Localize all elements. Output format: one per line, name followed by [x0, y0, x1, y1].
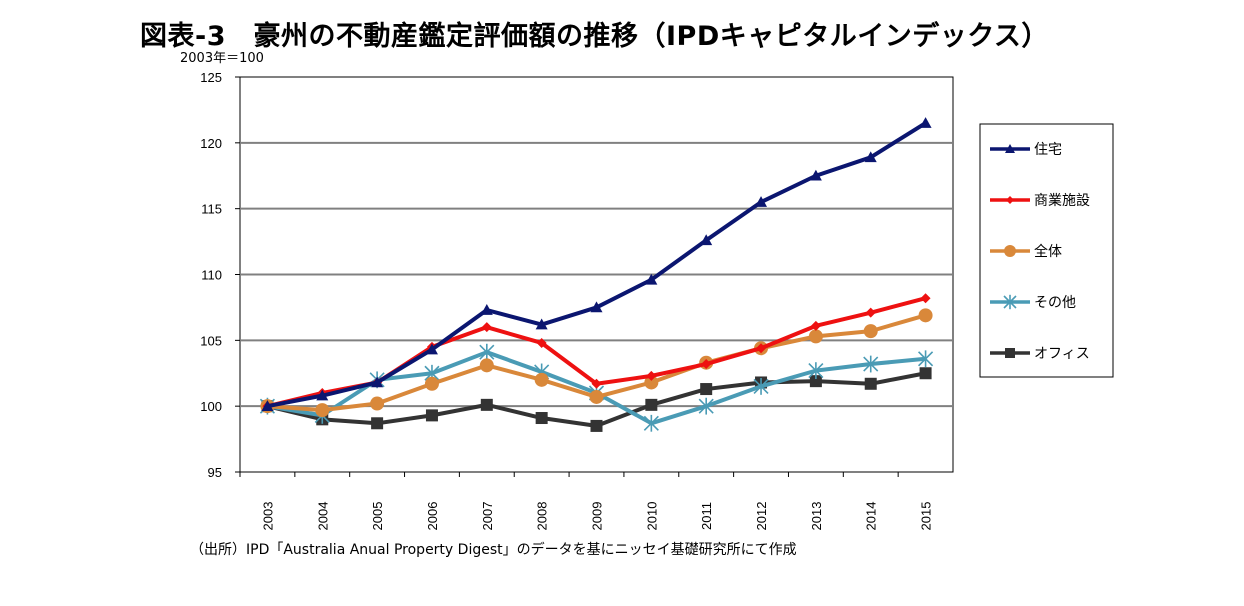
y-tick-label: 120 [200, 136, 222, 151]
star-marker [808, 362, 824, 380]
star-marker [863, 355, 879, 373]
square-marker [425, 409, 438, 422]
circle-marker [808, 329, 823, 344]
legend-label: 商業施設 [1034, 193, 1090, 209]
y-tick-label: 95 [208, 465, 222, 480]
diamond-marker [865, 307, 876, 318]
x-tick-label: 2003 [260, 502, 275, 531]
x-tick-label: 2011 [699, 502, 714, 530]
diamond-marker [1006, 196, 1014, 204]
triangle-marker [809, 169, 822, 181]
x-tick-label: 2009 [590, 502, 605, 531]
star-marker [1003, 294, 1017, 310]
x-tick-label: 2010 [644, 502, 659, 531]
y-tick-label: 125 [200, 70, 222, 85]
triangle-marker [371, 376, 384, 388]
legend-label: オフィス [1034, 346, 1090, 362]
circle-marker [918, 308, 933, 323]
circle-marker [863, 324, 878, 339]
triangle-marker [590, 301, 603, 313]
diamond-marker [810, 320, 821, 331]
diamond-marker [920, 293, 931, 304]
x-tick-label: 2006 [425, 502, 440, 531]
diamond-marker [701, 359, 712, 370]
y-tick-label: 115 [201, 202, 222, 217]
triangle-marker [645, 273, 658, 285]
legend-label: 住宅 [1034, 142, 1062, 158]
square-marker [645, 398, 658, 411]
star-marker [479, 343, 495, 361]
circle-marker [315, 403, 330, 418]
legend-label: 全体 [1034, 243, 1062, 260]
square-marker [1005, 348, 1015, 358]
diamond-marker [536, 337, 547, 348]
triangle-marker [919, 117, 932, 128]
circle-marker [424, 376, 439, 391]
circle-marker [479, 358, 494, 373]
star-marker [918, 350, 934, 368]
x-tick-label: 2014 [864, 502, 879, 531]
x-tick-label: 2008 [535, 502, 550, 531]
y-unit-label: 2003年＝100 [180, 51, 264, 66]
square-marker [480, 398, 493, 411]
square-marker [864, 377, 877, 390]
square-marker [371, 417, 384, 430]
square-marker [700, 383, 713, 396]
triangle-marker [755, 196, 768, 207]
circle-marker [534, 372, 549, 387]
x-tick-label: 2004 [315, 502, 330, 531]
triangle-marker [480, 304, 493, 315]
legend-label: その他 [1034, 295, 1076, 311]
diamond-marker [481, 322, 492, 333]
star-marker [698, 397, 714, 415]
star-marker [643, 414, 659, 432]
triangle-marker [261, 400, 274, 411]
x-tick-label: 2013 [809, 502, 824, 531]
triangle-marker [425, 343, 438, 355]
y-tick-label: 105 [200, 333, 222, 348]
square-marker [919, 367, 932, 380]
diamond-marker [591, 378, 602, 389]
x-tick-label: 2005 [370, 502, 385, 531]
chart-title: 図表-3 豪州の不動産鑑定評価額の推移（IPDキャピタルインデックス） [140, 21, 1049, 52]
triangle-marker [700, 234, 713, 246]
diamond-marker [756, 343, 767, 354]
circle-marker [589, 389, 604, 404]
diamond-marker [646, 370, 657, 381]
triangle-marker [535, 318, 548, 330]
x-tick-label: 2007 [480, 502, 495, 531]
source-note: （出所）IPD「Australia Anual Property Digest」… [190, 542, 797, 558]
triangle-marker [316, 389, 329, 401]
circle-marker [644, 375, 659, 390]
square-marker [535, 412, 548, 425]
triangle-marker [864, 151, 877, 163]
x-tick-label: 2015 [919, 502, 934, 531]
square-marker [809, 375, 822, 388]
circle-marker [370, 396, 385, 411]
y-tick-label: 110 [201, 268, 222, 283]
x-tick-label: 2012 [754, 502, 769, 531]
circle-marker [1004, 245, 1016, 257]
star-marker [753, 378, 769, 395]
triangle-marker [1005, 144, 1015, 153]
square-marker [590, 419, 603, 432]
y-tick-label: 100 [200, 399, 222, 414]
